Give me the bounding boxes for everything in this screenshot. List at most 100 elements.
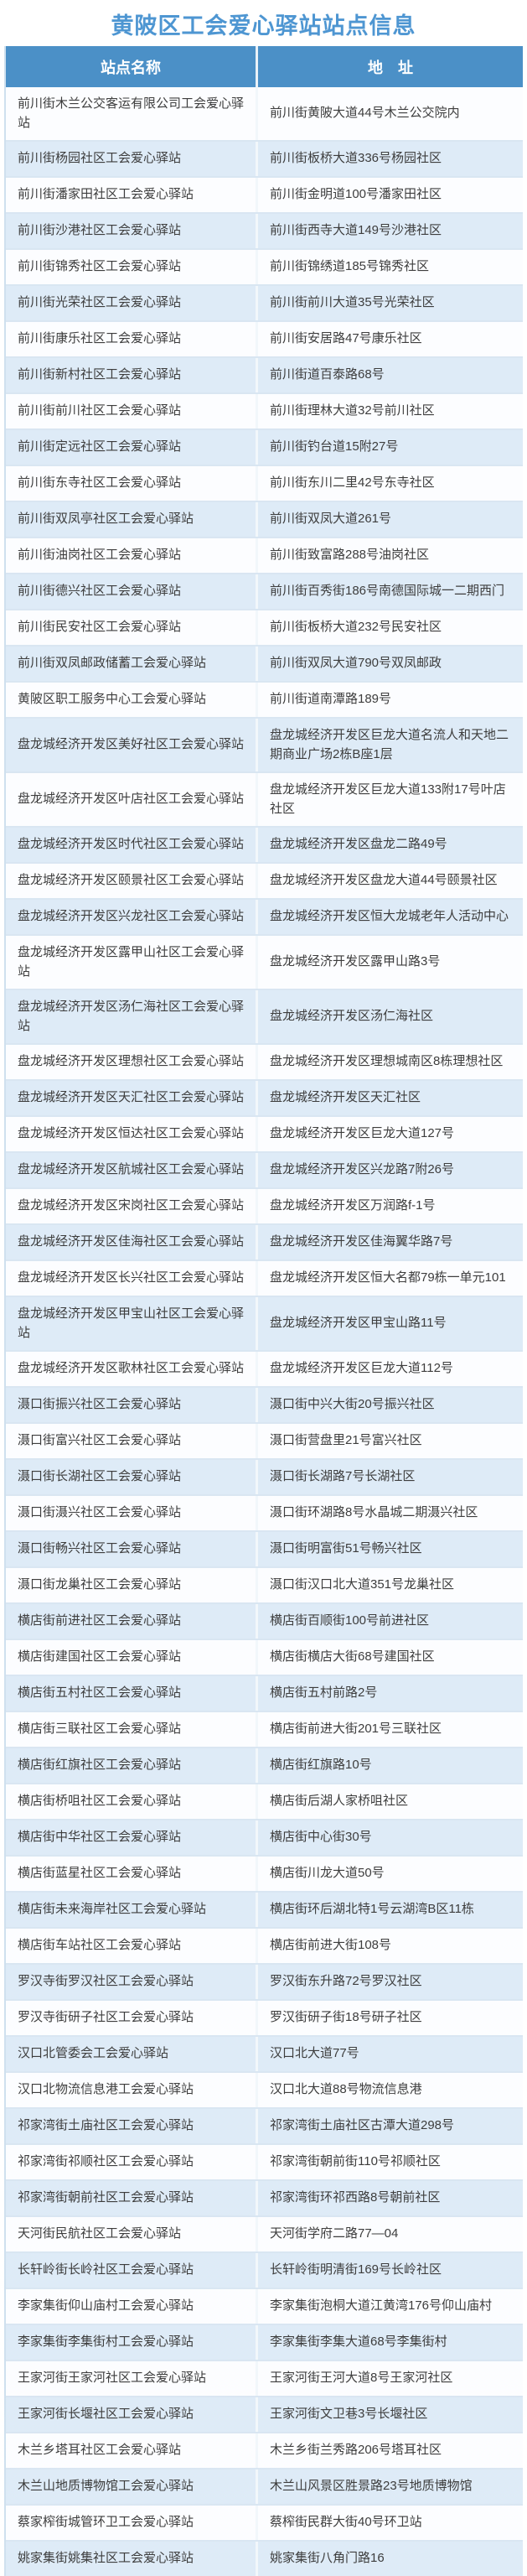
table-row: 横店街三联社区工会爱心驿站 横店街前进大街201号三联社区 xyxy=(6,1711,523,1747)
table-row: 前川街光荣社区工会爱心驿站 前川街前川大道35号光荣社区 xyxy=(6,284,523,320)
address-cell: 姚家集街八角门路16 xyxy=(270,2551,385,2566)
address-cell: 横店街环后湖北特1号云湖湾B区11栋 xyxy=(270,1902,474,1917)
address-cell: 祁家湾街环祁西路8号朝前社区 xyxy=(270,2190,441,2205)
table-row: 黄陂区职工服务中心工会爱心驿站 前川街道南潭路189号 xyxy=(6,681,523,717)
address-cell: 前川街东川二里42号东寺社区 xyxy=(270,475,435,491)
address-cell: 王家河街王河大道8号王家河社区 xyxy=(270,2371,453,2386)
station-name-cell: 李家集街李集街村工会爱心驿站 xyxy=(6,2325,258,2360)
address-cell: 长轩岭街明清街169号长岭社区 xyxy=(270,2262,442,2277)
address-cell: 李家集街泡桐大道江黄湾176号仰山庙村 xyxy=(270,2298,493,2314)
station-name-cell: 盘龙城经济开发区汤仁海社区工会爱心驿站 xyxy=(6,990,258,1043)
address-cell: 滠口街汉口北大道351号龙巢社区 xyxy=(270,1577,455,1592)
table-row: 滠口街振兴社区工会爱心驿站 滠口街中兴大街20号振兴社区 xyxy=(6,1386,523,1422)
table-header-row: 站点名称 地 址 xyxy=(6,46,523,87)
table-row: 盘龙城经济开发区时代社区工会爱心驿站 盘龙城经济开发区盘龙二路49号 xyxy=(6,826,523,862)
address-cell: 前川街道南潭路189号 xyxy=(270,692,392,707)
table-row: 李家集街李集街村工会爱心驿站 李家集街李集大道68号李集街村 xyxy=(6,2324,523,2360)
table-row: 前川街德兴社区工会爱心驿站 前川街百秀街186号南德国际城一二期西门 xyxy=(6,573,523,609)
table-row: 罗汉寺街研子社区工会爱心驿站 罗汉街研子街18号研子社区 xyxy=(6,1999,523,2035)
station-name-cell: 盘龙城经济开发区时代社区工会爱心驿站 xyxy=(6,828,258,862)
station-name-cell: 盘龙城经济开发区佳海社区工会爱心驿站 xyxy=(6,1225,258,1259)
table-row: 祁家湾街祁顺社区工会爱心驿站 祁家湾街朝前街110号祁顺社区 xyxy=(6,2143,523,2179)
address-cell: 横店街前进大街108号 xyxy=(270,1938,392,1953)
station-name-cell: 前川街定远社区工会爱心驿站 xyxy=(6,430,258,465)
address-cell: 盘龙城经济开发区巨龙大道112号 xyxy=(270,1361,453,1376)
address-cell: 前川街西寺大道149号沙港社区 xyxy=(270,223,442,238)
address-cell: 汉口北大道88号物流信息港 xyxy=(270,2082,422,2097)
station-name-cell: 前川街双凤亭社区工会爱心驿站 xyxy=(6,502,258,537)
table-row: 盘龙城经济开发区兴龙社区工会爱心驿站 盘龙城经济开发区恒大龙城老年人活动中心 xyxy=(6,898,523,934)
station-name-cell: 横店街未来海岸社区工会爱心驿站 xyxy=(6,1893,258,1927)
station-table: 站点名称 地 址 前川街木兰公交客运有限公司工会爱心驿站 前川街黄陂大道44号木兰… xyxy=(4,46,523,2576)
station-name-cell: 盘龙城经济开发区航城社区工会爱心驿站 xyxy=(6,1153,258,1187)
station-name-cell: 天河街民航社区工会爱心驿站 xyxy=(6,2217,258,2251)
address-cell: 横店街后湖人家桥咀社区 xyxy=(270,1794,409,1809)
station-name-cell: 盘龙城经济开发区长兴社区工会爱心驿站 xyxy=(6,1261,258,1296)
table-row: 罗汉寺街罗汉社区工会爱心驿站 罗汉街东升路72号罗汉社区 xyxy=(6,1963,523,1999)
address-cell: 前川街锦绣道185号锦秀社区 xyxy=(270,259,430,274)
station-name-cell: 横店街中华社区工会爱心驿站 xyxy=(6,1820,258,1855)
station-name-cell: 前川街光荣社区工会爱心驿站 xyxy=(6,286,258,320)
table-row: 横店街中华社区工会爱心驿站 横店街中心街30号 xyxy=(6,1819,523,1855)
column-header-station-name: 站点名称 xyxy=(6,46,258,87)
address-cell: 前川街前川大道35号光荣社区 xyxy=(270,295,435,310)
station-name-cell: 黄陂区职工服务中心工会爱心驿站 xyxy=(6,683,258,717)
table-row: 横店街桥咀社区工会爱心驿站 横店街后湖人家桥咀社区 xyxy=(6,1783,523,1819)
address-cell: 横店街五村前路2号 xyxy=(270,1685,378,1701)
table-row: 前川街定远社区工会爱心驿站 前川街钓台道15附27号 xyxy=(6,428,523,465)
table-row: 横店街红旗社区工会爱心驿站 横店街红旗路10号 xyxy=(6,1747,523,1783)
station-name-cell: 木兰乡塔耳社区工会爱心驿站 xyxy=(6,2433,258,2468)
address-cell: 盘龙城经济开发区巨龙大道名流人和天地二期商业广场2栋B座1层 xyxy=(270,728,509,761)
table-row: 滠口街龙巢社区工会爱心驿站 滠口街汉口北大道351号龙巢社区 xyxy=(6,1566,523,1602)
address-cell: 前川街双凤大道261号 xyxy=(270,512,392,527)
table-row: 前川街双凤亭社区工会爱心驿站 前川街双凤大道261号 xyxy=(6,501,523,537)
table-row: 盘龙城经济开发区颐景社区工会爱心驿站 盘龙城经济开发区盘龙大道44号颐景社区 xyxy=(6,862,523,898)
station-name-cell: 横店街五村社区工会爱心驿站 xyxy=(6,1676,258,1711)
table-row: 前川街双凤邮政储蓄工会爱心驿站 前川街双凤大道790号双凤邮政 xyxy=(6,645,523,681)
address-cell: 盘龙城经济开发区佳海翼华路7号 xyxy=(270,1234,453,1249)
station-name-cell: 前川街东寺社区工会爱心驿站 xyxy=(6,466,258,501)
table-row: 前川街潘家田社区工会爱心驿站 前川街金明道100号潘家田社区 xyxy=(6,176,523,212)
address-cell: 盘龙城经济开发区天汇社区 xyxy=(270,1090,421,1105)
station-name-cell: 盘龙城经济开发区颐景社区工会爱心驿站 xyxy=(6,864,258,898)
station-name-cell: 滠口街龙巢社区工会爱心驿站 xyxy=(6,1568,258,1602)
table-row: 木兰乡塔耳社区工会爱心驿站 木兰乡街兰秀路206号塔耳社区 xyxy=(6,2432,523,2468)
station-name-cell: 姚家集街姚集社区工会爱心驿站 xyxy=(6,2542,258,2576)
station-name-cell: 滠口街畅兴社区工会爱心驿站 xyxy=(6,1532,258,1566)
table-row: 盘龙城经济开发区宋岗社区工会爱心驿站 盘龙城经济开发区万润路f-1号 xyxy=(6,1187,523,1223)
table-row: 盘龙城经济开发区露甲山社区工会爱心驿站 盘龙城经济开发区露甲山路3号 xyxy=(6,934,523,989)
station-name-cell: 盘龙城经济开发区歌林社区工会爱心驿站 xyxy=(6,1352,258,1386)
table-row: 前川街新村社区工会爱心驿站 前川街道百泰路68号 xyxy=(6,356,523,392)
table-row: 横店街建国社区工会爱心驿站 横店街横店大街68号建国社区 xyxy=(6,1639,523,1675)
table-row: 横店街车站社区工会爱心驿站 横店街前进大街108号 xyxy=(6,1927,523,1963)
address-cell: 盘龙城经济开发区盘龙二路49号 xyxy=(270,837,447,852)
address-cell: 盘龙城经济开发区甲宝山路11号 xyxy=(270,1316,447,1331)
table-row: 前川街前川社区工会爱心驿站 前川街理林大道32号前川社区 xyxy=(6,392,523,428)
station-name-cell: 前川街油岗社区工会爱心驿站 xyxy=(6,538,258,573)
station-name-cell: 盘龙城经济开发区甲宝山社区工会爱心驿站 xyxy=(6,1297,258,1350)
address-cell: 滠口街营盘里21号富兴社区 xyxy=(270,1433,422,1448)
address-cell: 盘龙城经济开发区恒大龙城老年人活动中心 xyxy=(270,909,509,924)
station-name-cell: 汉口北物流信息港工会爱心驿站 xyxy=(6,2073,258,2107)
address-cell: 前川街安居路47号康乐社区 xyxy=(270,331,422,346)
address-cell: 盘龙城经济开发区万润路f-1号 xyxy=(270,1198,436,1213)
address-cell: 盘龙城经济开发区汤仁海社区 xyxy=(270,1009,434,1024)
station-name-cell: 横店街蓝星社区工会爱心驿站 xyxy=(6,1857,258,1891)
station-name-cell: 罗汉寺街罗汉社区工会爱心驿站 xyxy=(6,1965,258,1999)
station-name-cell: 滠口街长湖社区工会爱心驿站 xyxy=(6,1460,258,1494)
column-header-address: 地 址 xyxy=(368,59,413,76)
station-name-cell: 前川街锦秀社区工会爱心驿站 xyxy=(6,250,258,284)
station-name-cell: 盘龙城经济开发区美好社区工会爱心驿站 xyxy=(6,719,258,771)
table-row: 盘龙城经济开发区歌林社区工会爱心驿站 盘龙城经济开发区巨龙大道112号 xyxy=(6,1350,523,1386)
station-name-cell: 木兰山地质博物馆工会爱心驿站 xyxy=(6,2470,258,2504)
table-row: 滠口街畅兴社区工会爱心驿站 滠口街明富街51号畅兴社区 xyxy=(6,1530,523,1566)
station-name-cell: 盘龙城经济开发区宋岗社区工会爱心驿站 xyxy=(6,1189,258,1223)
address-cell: 横店街前进大街201号三联社区 xyxy=(270,1722,442,1737)
table-row: 王家河街长堰社区工会爱心驿站 王家河街文卫巷3号长堰社区 xyxy=(6,2396,523,2432)
address-cell: 祁家湾街朝前街110号祁顺社区 xyxy=(270,2154,441,2169)
address-cell: 罗汉街东升路72号罗汉社区 xyxy=(270,1974,422,1989)
station-name-cell: 前川街双凤邮政储蓄工会爱心驿站 xyxy=(6,647,258,681)
station-name-cell: 罗汉寺街研子社区工会爱心驿站 xyxy=(6,2001,258,2035)
table-row: 前川街康乐社区工会爱心驿站 前川街安居路47号康乐社区 xyxy=(6,320,523,356)
address-cell: 前川街钓台道15附27号 xyxy=(270,439,399,454)
